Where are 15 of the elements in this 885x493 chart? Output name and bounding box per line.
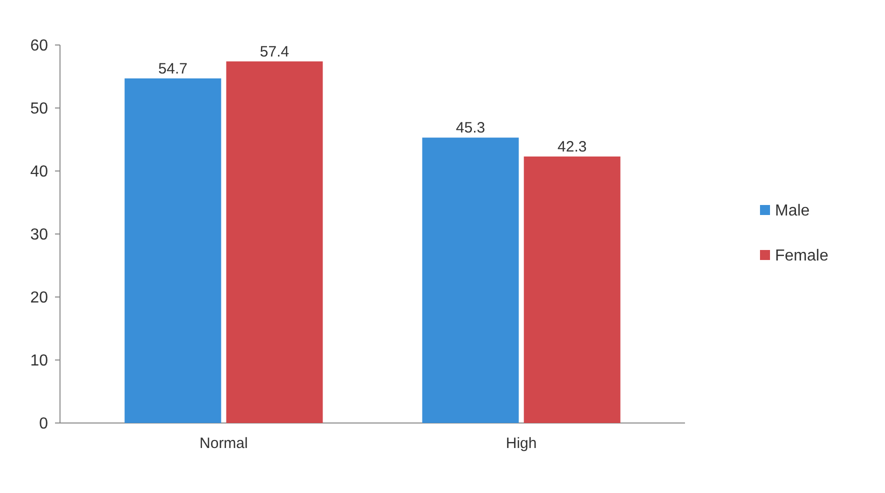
- y-tick-label: 30: [30, 226, 48, 244]
- data-label: 42.3: [558, 138, 587, 156]
- y-tick-label: 40: [30, 164, 48, 181]
- y-tick-label: 0: [39, 416, 48, 433]
- data-label: 45.3: [456, 120, 486, 137]
- x-tick-label: Normal: [200, 435, 248, 452]
- legend-label: Female: [775, 248, 828, 265]
- x-tick-label: High: [506, 435, 537, 452]
- data-label: 57.4: [260, 43, 290, 60]
- y-tick-label: 20: [30, 290, 48, 307]
- legend-label: Male: [775, 202, 810, 220]
- y-tick-label: 60: [30, 38, 48, 55]
- y-tick-label: 10: [30, 352, 48, 370]
- data-label: 54.7: [158, 60, 188, 78]
- y-tick-label: 50: [30, 100, 48, 118]
